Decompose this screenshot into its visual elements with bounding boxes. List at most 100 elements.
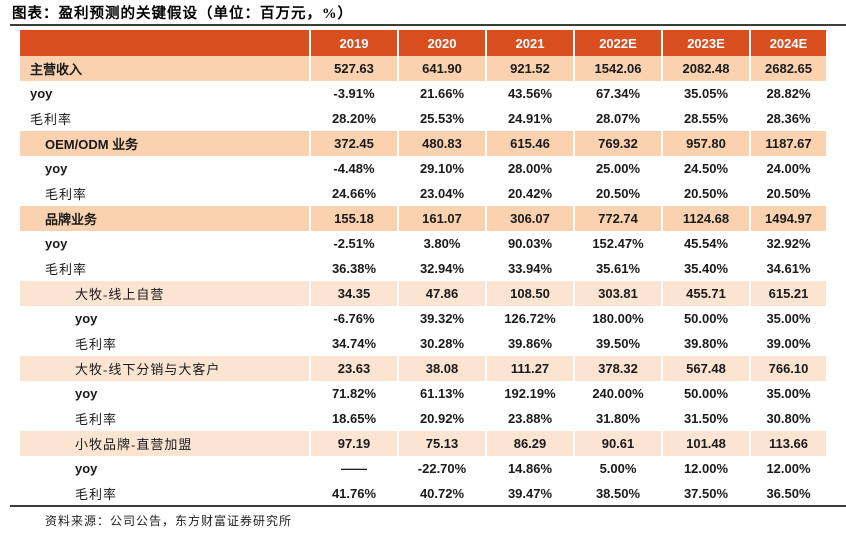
- data-cell: -22.70%: [397, 456, 486, 481]
- data-cell: 921.52: [485, 56, 574, 81]
- data-cell: 527.63: [309, 56, 398, 81]
- data-cell: 28.20%: [309, 106, 398, 131]
- row-label: yoy: [75, 311, 98, 326]
- data-cell: 35.00%: [749, 306, 826, 331]
- data-cell: 43.56%: [485, 81, 574, 106]
- data-cell: 306.07: [485, 206, 574, 231]
- data-cell: 25.00%: [573, 156, 662, 181]
- table-header-row: 2019 2020 2021 2022E 2023E 2024E: [20, 30, 826, 56]
- data-cell: 28.07%: [573, 106, 662, 131]
- data-cell: 1124.68: [661, 206, 750, 231]
- data-cell: -3.91%: [309, 81, 398, 106]
- data-cell: 38.08: [397, 356, 486, 381]
- data-cell: 31.80%: [573, 406, 662, 431]
- row-label: 小牧品牌-直营加盟: [20, 431, 310, 456]
- data-cell: 50.00%: [661, 306, 750, 331]
- data-cell: 40.72%: [397, 481, 486, 506]
- data-cell: 108.50: [485, 281, 574, 306]
- data-cell: 24.50%: [661, 156, 750, 181]
- data-cell: 180.00%: [573, 306, 662, 331]
- data-cell: 31.50%: [661, 406, 750, 431]
- data-cell: 36.50%: [749, 481, 826, 506]
- data-cell: 20.50%: [573, 181, 662, 206]
- table-row: yoy -4.48% 29.10% 28.00% 25.00% 24.50% 24.00%: [20, 156, 826, 181]
- source-note: 资料来源：公司公告，东方财富证券研究所: [45, 514, 293, 528]
- data-cell: 39.86%: [485, 331, 574, 356]
- data-cell: 28.82%: [749, 81, 826, 106]
- data-cell: 12.00%: [661, 456, 750, 481]
- table-row: yoy —— -22.70% 14.86% 5.00% 12.00% 12.00%: [20, 456, 826, 481]
- data-cell: 25.53%: [397, 106, 486, 131]
- data-cell: 23.63: [309, 356, 398, 381]
- data-cell: 35.40%: [661, 256, 750, 281]
- table-row: 毛利率 36.38% 32.94% 33.94% 35.61% 35.40% 34.61%: [20, 256, 826, 281]
- data-cell: 39.32%: [397, 306, 486, 331]
- data-cell: 32.92%: [749, 231, 826, 256]
- table-row: OEM/ODM 业务 372.45 480.83 615.46 769.32 957.80…: [20, 131, 826, 156]
- data-cell: 24.66%: [309, 181, 398, 206]
- data-cell: 2682.65: [749, 56, 826, 81]
- data-cell: 90.03%: [485, 231, 574, 256]
- data-cell: 41.76%: [309, 481, 398, 506]
- data-cell: 126.72%: [485, 306, 574, 331]
- data-cell: 50.00%: [661, 381, 750, 406]
- data-cell: 30.80%: [749, 406, 826, 431]
- table-row: 大牧-线下分销与大客户 23.63 38.08 111.27 378.32 567.48 7…: [20, 356, 826, 381]
- data-cell: 39.50%: [573, 331, 662, 356]
- data-cell: 45.54%: [661, 231, 750, 256]
- row-label: 毛利率: [75, 337, 118, 352]
- data-cell: 152.47%: [573, 231, 662, 256]
- row-label: 毛利率: [45, 187, 88, 202]
- data-cell: -2.51%: [309, 231, 398, 256]
- data-cell: 20.50%: [661, 181, 750, 206]
- table-row: yoy -6.76% 39.32% 126.72% 180.00% 50.00% 35.00…: [20, 306, 826, 331]
- data-cell: 23.88%: [485, 406, 574, 431]
- data-cell: 20.42%: [485, 181, 574, 206]
- data-cell: 615.21: [749, 281, 826, 306]
- row-label: 毛利率: [75, 487, 118, 502]
- data-cell: 38.50%: [573, 481, 662, 506]
- data-cell: 39.00%: [749, 331, 826, 356]
- year-column-header: 2020: [397, 30, 486, 56]
- data-cell: 480.83: [397, 131, 486, 156]
- data-cell: 34.74%: [309, 331, 398, 356]
- row-label-column-header: [20, 30, 310, 56]
- row-label: 毛利率: [30, 112, 73, 127]
- data-cell: 86.29: [485, 431, 574, 456]
- data-cell: 2082.48: [661, 56, 750, 81]
- data-cell: 372.45: [309, 131, 398, 156]
- table-row: 品牌业务 155.18 161.07 306.07 772.74 1124.68 1494.…: [20, 206, 826, 231]
- data-cell: -4.48%: [309, 156, 398, 181]
- data-cell: 97.19: [309, 431, 398, 456]
- data-cell: 155.18: [309, 206, 398, 231]
- row-label: yoy: [45, 236, 68, 251]
- data-cell: 28.00%: [485, 156, 574, 181]
- row-label: yoy: [30, 86, 53, 101]
- year-column-header: 2019: [309, 30, 398, 56]
- data-cell: 1494.97: [749, 206, 826, 231]
- table-row: 毛利率 24.66% 23.04% 20.42% 20.50% 20.50% 20.50%: [20, 181, 826, 206]
- data-cell: 12.00%: [749, 456, 826, 481]
- data-cell: 35.05%: [661, 81, 750, 106]
- data-cell: 5.00%: [573, 456, 662, 481]
- row-label: OEM/ODM 业务: [20, 131, 310, 156]
- table-row: 毛利率 41.76% 40.72% 39.47% 38.50% 37.50% 36.50%: [20, 481, 826, 506]
- data-cell: ——: [309, 456, 398, 481]
- data-cell: 772.74: [573, 206, 662, 231]
- data-cell: 34.35: [309, 281, 398, 306]
- data-cell: 24.00%: [749, 156, 826, 181]
- year-column-header: 2021: [485, 30, 574, 56]
- data-cell: 32.94%: [397, 256, 486, 281]
- data-cell: 1187.67: [749, 131, 826, 156]
- data-cell: 111.27: [485, 356, 574, 381]
- data-cell: 29.10%: [397, 156, 486, 181]
- table-row: yoy 71.82% 61.13% 192.19% 240.00% 50.00% 35.00…: [20, 381, 826, 406]
- table-row: yoy -3.91% 21.66% 43.56% 67.34% 35.05% 28.82%: [20, 81, 826, 106]
- data-cell: 766.10: [749, 356, 826, 381]
- data-cell: 303.81: [573, 281, 662, 306]
- row-label: yoy: [75, 386, 98, 401]
- year-column-header: 2024E: [749, 30, 826, 56]
- data-cell: 24.91%: [485, 106, 574, 131]
- data-cell: 71.82%: [309, 381, 398, 406]
- table-bottom-rule: [10, 505, 846, 507]
